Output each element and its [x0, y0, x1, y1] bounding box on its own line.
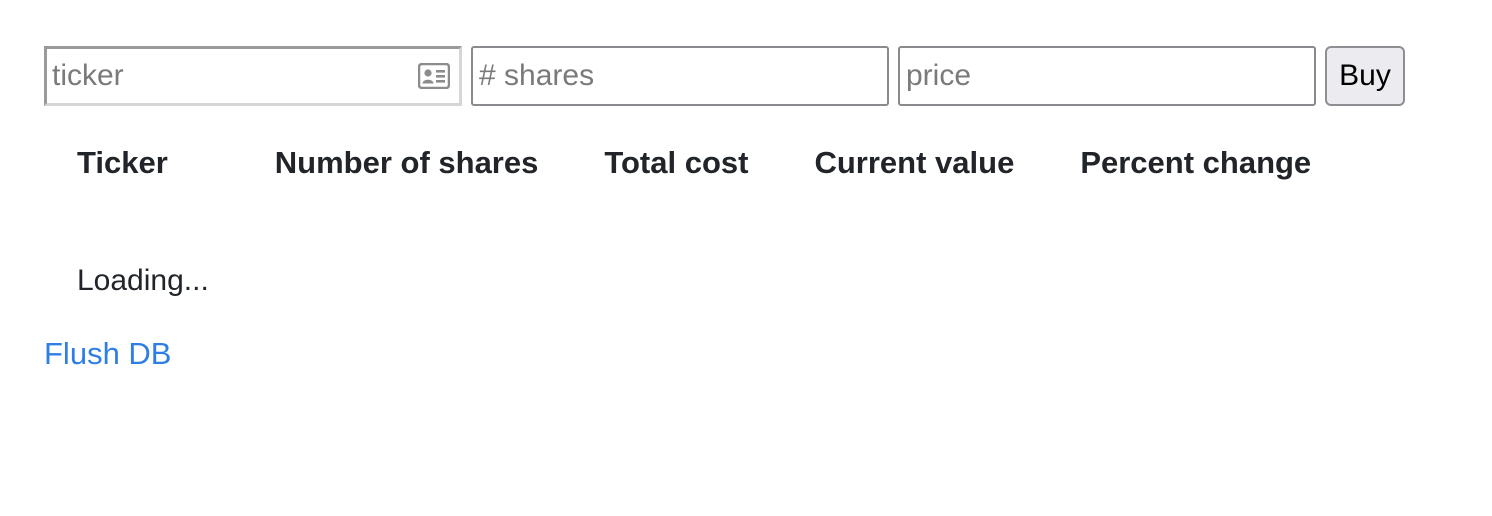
column-header-shares: Number of shares	[274, 145, 539, 180]
flush-db-link[interactable]: Flush DB	[44, 336, 172, 371]
column-header-ticker: Ticker	[77, 145, 168, 180]
loading-status: Loading...	[77, 264, 209, 297]
contact-card-icon[interactable]	[418, 63, 450, 89]
price-input[interactable]	[900, 48, 1314, 104]
ticker-input[interactable]	[47, 49, 459, 103]
buy-button[interactable]: Buy	[1325, 46, 1405, 106]
column-header-total-cost: Total cost	[604, 145, 749, 180]
table-row: Loading...	[44, 198, 1344, 322]
shares-input[interactable]	[473, 48, 887, 104]
ticker-field[interactable]	[44, 46, 462, 106]
price-field[interactable]	[898, 46, 1316, 106]
shares-field[interactable]	[471, 46, 889, 106]
buy-form: Buy	[44, 46, 1405, 106]
column-header-current-value: Current value	[814, 145, 1015, 180]
portfolio-table: Ticker Number of shares Total cost Curre…	[44, 128, 1344, 322]
column-header-percent-change: Percent change	[1080, 145, 1312, 180]
table-header-row: Ticker Number of shares Total cost Curre…	[44, 128, 1344, 198]
